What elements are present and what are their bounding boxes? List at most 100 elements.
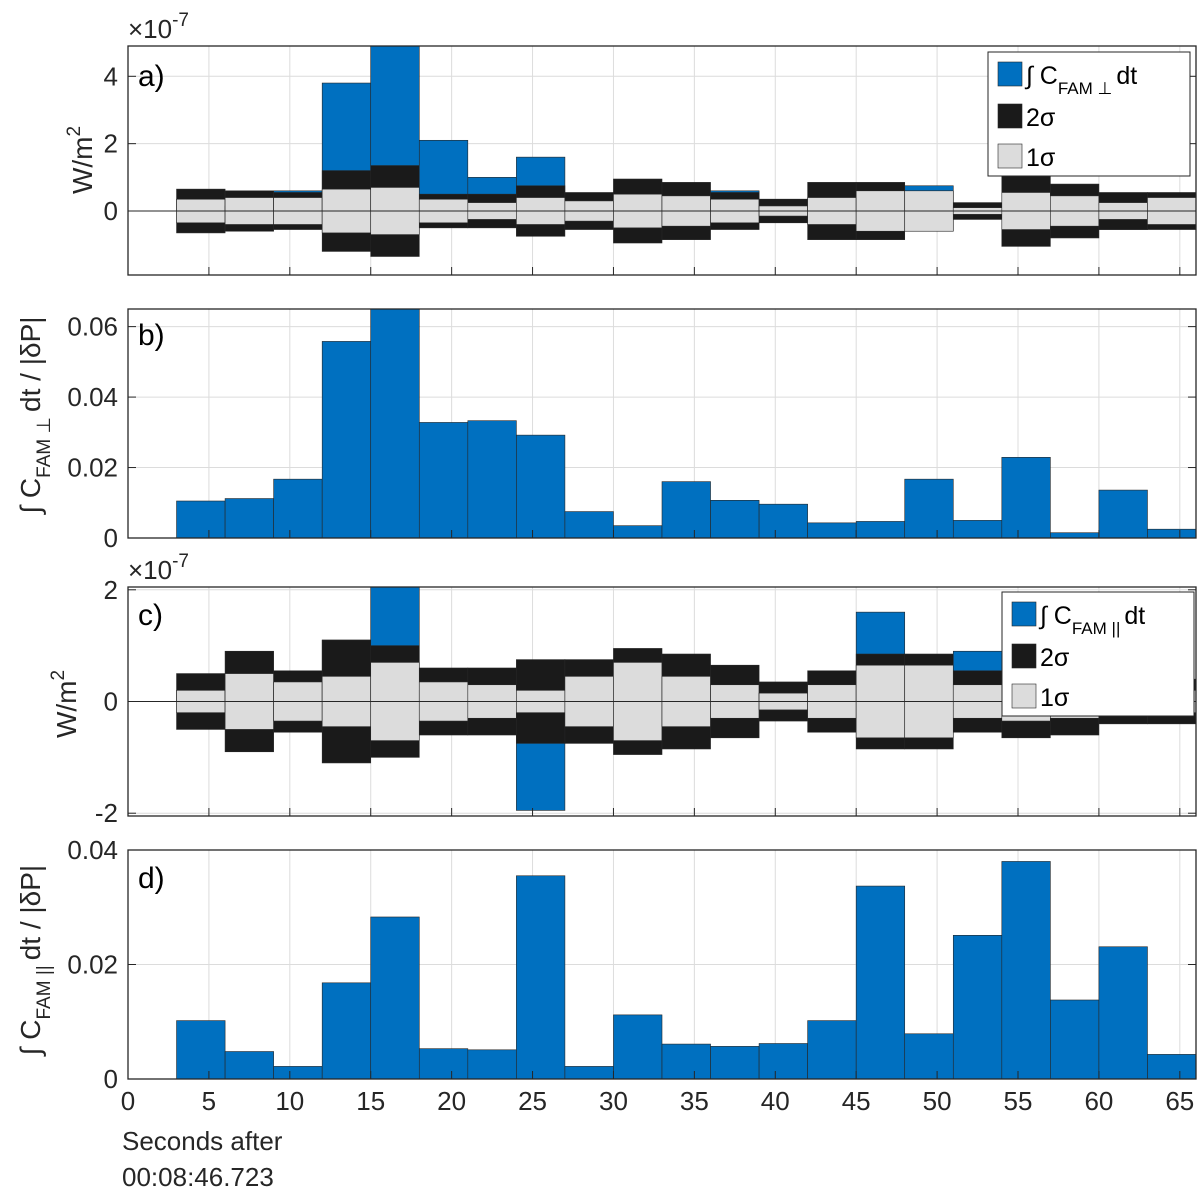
y-tick-label: -2 [95, 798, 118, 828]
legend-c-2sigma-label: 2σ [1040, 644, 1070, 672]
y-tick-label: 0.04 [67, 835, 118, 865]
ratio-bar [1147, 1054, 1196, 1079]
legend-c-swatch-2sigma [1011, 643, 1037, 669]
x-tick-label: 40 [761, 1086, 790, 1116]
ratio-bar [710, 500, 760, 538]
panel-a-label: a) [138, 60, 165, 93]
panel-a-plot [128, 46, 1196, 275]
y-tick-label: 0.02 [67, 950, 118, 980]
legend-integral-label: ∫ CFAM ⊥ dt [1024, 62, 1137, 98]
ratio-bar [1001, 861, 1051, 1079]
panel-a: a) ×10-7 W/m2 0 2 4 ∫ CFAM ⊥ dt 2σ 1σ [64, 10, 1197, 276]
panel-a-legend: ∫ CFAM ⊥ dt 2σ 1σ [987, 51, 1191, 177]
legend-swatch-integral [997, 61, 1023, 87]
x-axis-label-line1: Seconds after [122, 1126, 283, 1156]
ratio-bar [564, 511, 614, 538]
ratio-bar [224, 1051, 274, 1079]
panel-d-plot [128, 850, 1196, 1079]
panel-b-label: b) [138, 319, 165, 352]
ratio-bar [273, 1066, 323, 1079]
panel-1-clipped [128, 46, 1196, 275]
ratio-bar [1098, 489, 1148, 538]
legend-c-swatch-1sigma [1011, 683, 1037, 709]
panel-b-plot [128, 309, 1196, 538]
legend-swatch-2sigma [997, 103, 1023, 129]
ratio-bar [1147, 528, 1196, 538]
panel-c-label: c) [138, 599, 163, 632]
ratio-bar [661, 481, 711, 538]
ratio-bar [516, 875, 566, 1079]
panel-a-ylabel: W/m2 [64, 126, 98, 194]
x-axis-ticks: 0 5 10 15 20 25 30 35 40 45 50 55 60 65 [121, 1086, 1195, 1116]
ratio-bar [321, 982, 372, 1079]
ratio-bar [952, 935, 1003, 1079]
y-tick-label: 0 [104, 1064, 118, 1094]
x-tick-label: 45 [842, 1086, 871, 1116]
panel-a-yticks: 0 2 4 [104, 61, 1196, 275]
ratio-bar [710, 1046, 760, 1079]
panel-c: c) ×10-7 W/m2 -2 0 2 ∫ CFAM || dt 2σ 1σ [48, 551, 1197, 828]
x-axis-label-line2: 00:08:46.723 [122, 1162, 274, 1192]
panel-c-legend: ∫ CFAM || dt 2σ 1σ [1001, 591, 1195, 717]
x-tick-label: 65 [1165, 1086, 1194, 1116]
ratio-bar [467, 1049, 517, 1079]
panel-c-ylabel: W/m2 [48, 670, 82, 738]
ratio-bar [564, 1066, 614, 1079]
y-tick-label: 0.06 [67, 312, 118, 342]
panel-d-label: d) [138, 862, 165, 895]
y-tick-label: 0 [104, 196, 118, 226]
ratio-bar [855, 885, 906, 1079]
ratio-bar [661, 1043, 711, 1079]
ratio-bar [321, 341, 372, 538]
ratio-bar [613, 1014, 663, 1079]
ratio-bar [418, 422, 469, 538]
ratio-bar [1050, 532, 1100, 538]
ratio-bar [758, 1043, 808, 1079]
ratio-bar [516, 434, 566, 538]
panel-3-clipped [128, 587, 1196, 816]
ratio-bar [467, 420, 517, 538]
x-tick-label: 15 [356, 1086, 385, 1116]
ratio-bar [224, 498, 274, 538]
legend-c-integral-label: ∫ CFAM || dt [1038, 602, 1145, 638]
y-tick-label: 0 [104, 523, 118, 553]
y-tick-label: 2 [104, 129, 118, 159]
ratio-bar [1001, 457, 1051, 538]
panel-c-plot [128, 587, 1196, 816]
ratio-bar [855, 521, 906, 538]
x-tick-label: 35 [680, 1086, 709, 1116]
x-tick-label: 20 [437, 1086, 466, 1116]
ratio-bar [418, 1048, 469, 1079]
legend-c-1sigma-label: 1σ [1040, 684, 1070, 712]
ratio-bar [904, 478, 954, 538]
panel-d: d) 0 0.02 0.04 [67, 835, 1197, 1094]
y-tick-label: 0.02 [67, 453, 118, 483]
x-tick-label: 0 [121, 1086, 135, 1116]
panel-d-yticks: 0 0.02 0.04 [67, 835, 1196, 1094]
x-tick-label: 50 [923, 1086, 952, 1116]
panel-c-yticks: -2 0 2 [95, 575, 1196, 828]
ratio-bar [176, 1020, 226, 1079]
panel-a-frame [127, 45, 1197, 276]
ratio-bar [1050, 999, 1100, 1079]
legend-1sigma-label: 1σ [1026, 144, 1056, 172]
ratio-bar [758, 503, 808, 538]
ratio-bar [613, 525, 663, 538]
ratio-bar [807, 1020, 857, 1079]
ratio-bar [952, 520, 1003, 538]
x-tick-label: 10 [275, 1086, 304, 1116]
legend-swatch-1sigma [997, 143, 1023, 169]
panel-b-yticks: 0 0.02 0.04 0.06 [67, 312, 1196, 553]
x-tick-label: 5 [202, 1086, 216, 1116]
legend-c-swatch-integral [1011, 601, 1037, 627]
panel-b-frame [127, 308, 1197, 539]
panel-c-scale: ×10-7 [128, 551, 189, 585]
panel-ab-ylabel: ∫ CFAM ⊥dt / |δP| [15, 316, 55, 515]
ratio-bar [273, 478, 323, 538]
y-tick-label: 2 [104, 575, 118, 605]
y-tick-label: 0.04 [67, 382, 118, 412]
x-tick-label: 25 [518, 1086, 547, 1116]
panel-2-clipped [128, 309, 1196, 538]
panel-a-scale: ×10-7 [128, 10, 189, 44]
